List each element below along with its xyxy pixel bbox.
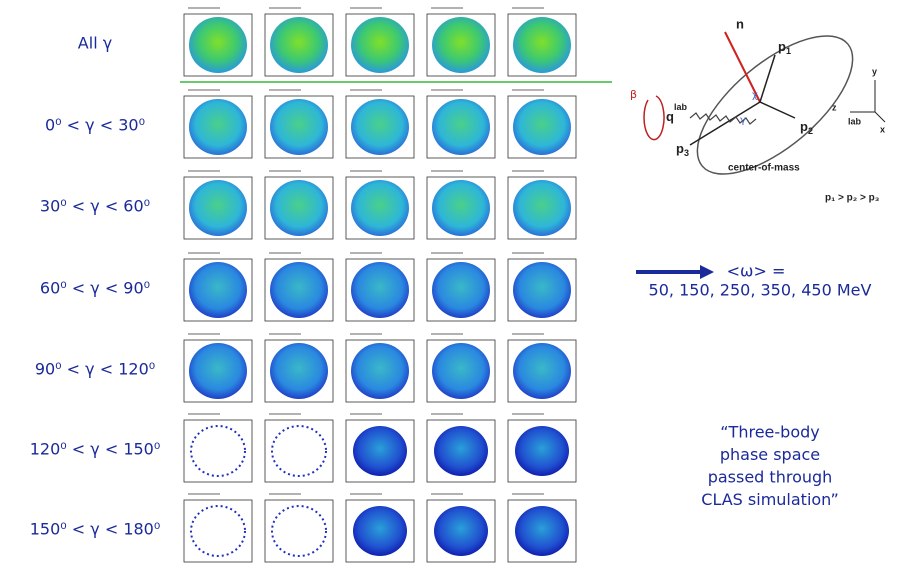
com-label: center-of-mass — [728, 163, 800, 174]
rotation-arrow — [644, 96, 664, 140]
dalitz-region — [270, 99, 328, 155]
omega-line2: 50, 150, 250, 350, 450 MeV — [649, 281, 872, 300]
z-label: z — [832, 102, 837, 112]
thumbnail-frame — [184, 420, 252, 482]
photon-line — [690, 113, 756, 124]
dalitz-region — [189, 99, 247, 155]
y-label: y — [872, 66, 877, 76]
kinematics-diagram: n p1 p2 p3 qlab β γ χ center-of-mass y z… — [630, 12, 885, 204]
quote-line: “Three-body — [720, 423, 819, 442]
dalitz-region — [353, 426, 407, 476]
dalitz-region — [270, 17, 328, 73]
dalitz-region — [432, 180, 490, 236]
dalitz-region — [432, 99, 490, 155]
row-label: 90⁰ < γ < 120⁰ — [35, 360, 155, 379]
p1-label: p1 — [778, 39, 791, 56]
dalitz-region — [270, 343, 328, 399]
dalitz-region — [432, 17, 490, 73]
x-label: x — [880, 124, 885, 134]
dalitz-region — [189, 180, 247, 236]
row-labels: All γ 0⁰ < γ < 30⁰ 30⁰ < γ < 60⁰ 60⁰ < γ < … — [30, 34, 161, 539]
dalitz-region — [351, 99, 409, 155]
thumbnail-grid — [184, 8, 576, 562]
quote-line: CLAS simulation” — [701, 490, 838, 509]
dalitz-region — [434, 506, 488, 556]
dalitz-region — [351, 343, 409, 399]
omega-line1: <ω> = — [727, 262, 786, 281]
thumbnail-frame — [184, 500, 252, 562]
dalitz-region — [432, 262, 490, 318]
row-label: All γ — [78, 34, 112, 53]
slide: All γ 0⁰ < γ < 30⁰ 30⁰ < γ < 60⁰ 60⁰ < γ < … — [0, 0, 910, 563]
q-label: qlab — [666, 102, 687, 124]
thumbnail-frame — [265, 500, 333, 562]
gamma-label: γ — [740, 115, 746, 126]
beta-label: β — [630, 88, 637, 101]
dalitz-region — [515, 426, 569, 476]
dalitz-region — [513, 180, 571, 236]
dalitz-region — [434, 426, 488, 476]
n-label: n — [736, 16, 744, 31]
dalitz-region — [353, 506, 407, 556]
dalitz-region — [189, 262, 247, 318]
slide-canvas: All γ 0⁰ < γ < 30⁰ 30⁰ < γ < 60⁰ 60⁰ < γ < … — [0, 0, 910, 563]
dalitz-region — [513, 343, 571, 399]
row-label: 60⁰ < γ < 90⁰ — [40, 279, 150, 298]
dalitz-region — [189, 17, 247, 73]
arrow-head — [700, 265, 714, 279]
p3-label: p3 — [676, 141, 689, 158]
dalitz-region — [513, 17, 571, 73]
chi-label: χ — [752, 90, 758, 101]
momentum-order: p₁ > p₂ > p₃ — [825, 193, 880, 204]
dalitz-region — [351, 17, 409, 73]
quote: “Three-body phase space passed through CLAS… — [701, 423, 838, 510]
axis-x — [875, 112, 885, 122]
dalitz-region — [515, 506, 569, 556]
row-label: 120⁰ < γ < 150⁰ — [30, 440, 161, 459]
dalitz-region — [513, 99, 571, 155]
p2-vector — [760, 102, 795, 118]
quote-line: phase space — [720, 445, 820, 464]
dalitz-region — [513, 262, 571, 318]
quote-line: passed through — [708, 468, 833, 487]
p2-label: p2 — [800, 119, 813, 136]
dalitz-region — [270, 180, 328, 236]
dalitz-region — [432, 343, 490, 399]
dalitz-region — [189, 343, 247, 399]
dalitz-region — [351, 180, 409, 236]
dalitz-region — [351, 262, 409, 318]
row-label: 0⁰ < γ < 30⁰ — [45, 116, 145, 135]
dalitz-region — [270, 262, 328, 318]
row-label: 150⁰ < γ < 180⁰ — [30, 520, 161, 539]
lab-label: lab — [848, 116, 862, 126]
row-label: 30⁰ < γ < 60⁰ — [40, 197, 150, 216]
thumbnail-frame — [265, 420, 333, 482]
